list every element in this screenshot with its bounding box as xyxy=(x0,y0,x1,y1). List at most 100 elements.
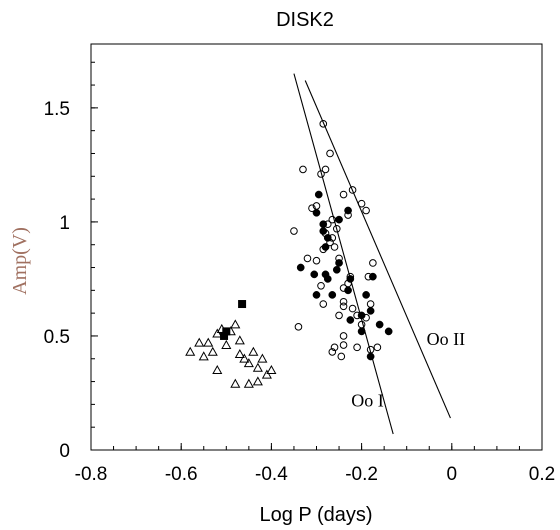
reference-line xyxy=(293,73,394,435)
open-circle-point xyxy=(369,259,377,267)
y-tick-label: 1.5 xyxy=(44,99,70,120)
x-tick-label: -0.4 xyxy=(255,464,288,485)
filled-circle-point xyxy=(357,311,366,320)
open-circle-point xyxy=(330,243,339,251)
filled-circle-point xyxy=(312,291,321,299)
open-triangle-point xyxy=(266,364,277,375)
reference-lines: Oo I Oo II xyxy=(293,73,466,435)
open-triangle-point xyxy=(252,362,263,372)
filled-circle-point xyxy=(323,234,332,242)
open-circle-point xyxy=(332,224,341,233)
open-circle-point xyxy=(312,256,321,265)
open-circle-point xyxy=(328,348,337,356)
open-triangle-point xyxy=(194,337,205,347)
y-axis-label: Amp(V) xyxy=(9,227,31,295)
filled-circle-point xyxy=(314,190,323,199)
open-triangle-point xyxy=(257,353,268,363)
open-circle-point xyxy=(353,343,361,352)
filled-circle-point xyxy=(328,291,337,299)
x-axis-label: Log P (days) xyxy=(259,504,372,526)
y-tick-label: 0.5 xyxy=(44,327,70,348)
open-circle-point xyxy=(339,302,348,311)
filled-circle-point xyxy=(362,291,370,299)
open-circle-point xyxy=(339,297,348,306)
filled-circle-point xyxy=(310,270,319,279)
filled-circle-point xyxy=(366,307,375,315)
x-tick-label: -0.6 xyxy=(165,464,198,485)
filled-circle-point xyxy=(319,227,328,235)
reference-line-label: Oo I xyxy=(351,391,384,411)
open-triangle-point xyxy=(230,378,241,388)
filled-circle-point xyxy=(369,272,377,281)
y-tick-label: 1 xyxy=(59,213,70,234)
open-triangle-point xyxy=(230,319,241,329)
open-triangle-point xyxy=(261,369,272,379)
open-circle-point xyxy=(337,352,346,361)
plot-frame xyxy=(90,43,543,451)
open-triangle-point xyxy=(243,378,254,388)
open-triangle-point xyxy=(212,328,223,338)
filled-circle-point xyxy=(346,275,355,283)
open-circle-point xyxy=(321,165,330,174)
filled-square-point xyxy=(238,300,247,309)
filled-circle-point xyxy=(296,263,305,272)
open-circle-point xyxy=(303,254,312,263)
y-tick-label: 0 xyxy=(59,441,70,462)
open-circle-point xyxy=(339,190,348,199)
open-circle-point xyxy=(326,149,334,158)
filled-circle-point xyxy=(319,220,328,229)
filled-circle-point xyxy=(332,265,341,274)
open-circle-point xyxy=(348,304,357,313)
open-circle-point xyxy=(330,343,339,352)
open-triangle-point xyxy=(234,348,245,359)
open-circle-point xyxy=(335,311,343,320)
open-circle-point xyxy=(366,300,375,308)
filled-circle-point xyxy=(346,316,355,324)
open-circle-point xyxy=(357,320,366,329)
open-circle-point xyxy=(373,343,382,352)
filled-circle-point xyxy=(375,320,384,329)
open-triangle-point xyxy=(234,335,245,345)
filled-circle-point xyxy=(335,259,343,267)
open-circle-point xyxy=(357,199,366,208)
open-triangle-point xyxy=(243,358,254,368)
filled-circle-point xyxy=(335,215,343,224)
reference-line-label: Oo II xyxy=(427,329,466,349)
x-tick-label: -0.2 xyxy=(345,464,378,485)
open-triangle-point xyxy=(239,353,250,363)
filled-square-point xyxy=(220,331,229,340)
x-axis-ticks: -0.8 -0.6 -0.4 -0.2 0 0.2 xyxy=(75,443,555,485)
open-circle-point xyxy=(290,227,298,235)
data-markers xyxy=(185,120,393,388)
open-triangle-point xyxy=(252,376,263,386)
open-circle-point xyxy=(319,300,328,308)
filled-circle-point xyxy=(357,327,366,336)
x-tick-label: 0.2 xyxy=(529,464,555,485)
open-circle-point xyxy=(299,165,307,174)
filled-circle-point xyxy=(312,208,321,217)
y-axis-ticks: 0 0.5 1 1.5 xyxy=(44,61,98,462)
open-triangle-point xyxy=(203,337,214,347)
open-triangle-point xyxy=(185,346,196,356)
filled-circle-point xyxy=(321,243,330,251)
open-circle-point xyxy=(294,323,303,331)
filled-circle-point xyxy=(344,206,352,215)
x-tick-label: 0 xyxy=(447,464,458,485)
filled-circle-point xyxy=(344,286,352,295)
open-circle-point xyxy=(319,120,328,128)
open-circle-point xyxy=(362,206,370,215)
open-circle-point xyxy=(317,281,325,290)
open-triangle-point xyxy=(198,351,209,361)
filled-circle-point xyxy=(323,275,332,283)
filled-circle-point xyxy=(366,352,375,361)
open-circle-point xyxy=(317,170,325,178)
open-triangle-point xyxy=(221,339,232,349)
open-circle-point xyxy=(339,341,348,349)
filled-circle-point xyxy=(384,327,393,336)
open-circle-point xyxy=(339,332,348,340)
open-circle-point xyxy=(348,186,357,194)
open-circle-point xyxy=(308,204,316,213)
open-triangle-point xyxy=(212,364,223,375)
x-tick-label: -0.8 xyxy=(75,464,108,485)
